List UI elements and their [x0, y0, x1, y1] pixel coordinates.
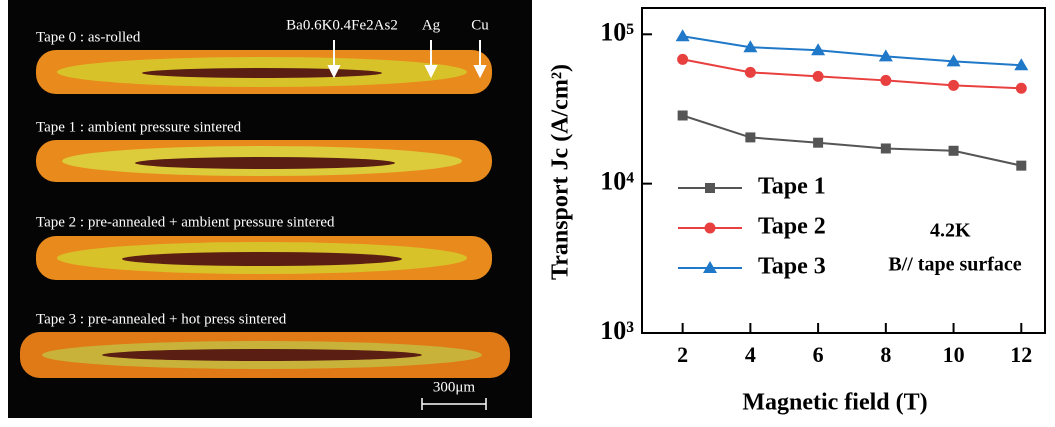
x-axis-label: Magnetic field (T)	[742, 390, 927, 416]
legend-marker	[705, 183, 715, 193]
marker	[1016, 161, 1026, 171]
marker	[745, 132, 755, 142]
x-tick-label: 2	[677, 342, 688, 367]
page: {"micrograph": { "labels": ["Tape 0 : as…	[0, 0, 1055, 422]
series-line	[683, 115, 1022, 165]
series-line	[683, 36, 1022, 65]
annotation: 4.2K	[930, 220, 971, 242]
phase-annotation: Ag	[422, 17, 441, 33]
marker	[948, 80, 959, 91]
legend-label: Tape 2	[758, 214, 826, 240]
y-tick-label: 10⁵	[600, 17, 634, 46]
legend-label: Tape 1	[758, 174, 826, 200]
phase-annotation: Cu	[471, 17, 489, 33]
y-axis-label: Transport Jc (A/cm²)	[548, 64, 574, 280]
tape-label: Tape 0 : as-rolled	[36, 29, 141, 45]
marker	[678, 110, 688, 120]
x-tick-label: 4	[745, 342, 756, 367]
marker	[880, 75, 891, 86]
phase-annotation: Ba0.6K0.4Fe2As2	[286, 17, 398, 33]
marker	[813, 71, 824, 82]
marker	[881, 143, 891, 153]
annotation: B// tape surface	[888, 254, 1021, 276]
x-tick-label: 8	[880, 342, 891, 367]
figure: Tape 0 : as-rolled Tape 1 : ambient pres…	[0, 0, 1055, 422]
x-tick-label: 10	[943, 342, 965, 367]
scale-bar-label: 300μm	[433, 379, 476, 395]
tape-label: Tape 1 : ambient pressure sintered	[36, 119, 242, 135]
marker	[813, 138, 823, 148]
legend-marker	[705, 223, 716, 234]
series-line	[683, 59, 1022, 88]
tape-label: Tape 3 : pre-annealed + hot press sinter…	[36, 311, 287, 327]
marker	[676, 29, 690, 41]
plot-frame	[642, 8, 1045, 333]
y-tick-label: 10³	[600, 316, 634, 345]
marker	[677, 54, 688, 65]
x-tick-label: 6	[813, 342, 824, 367]
x-tick-label: 12	[1010, 342, 1032, 367]
marker	[1016, 83, 1027, 94]
y-tick-label: 10⁴	[600, 167, 634, 196]
tape-label: Tape 2 : pre-annealed + ambient pressure…	[36, 214, 335, 230]
marker	[949, 146, 959, 156]
marker	[745, 67, 756, 78]
legend-label: Tape 3	[758, 254, 826, 280]
